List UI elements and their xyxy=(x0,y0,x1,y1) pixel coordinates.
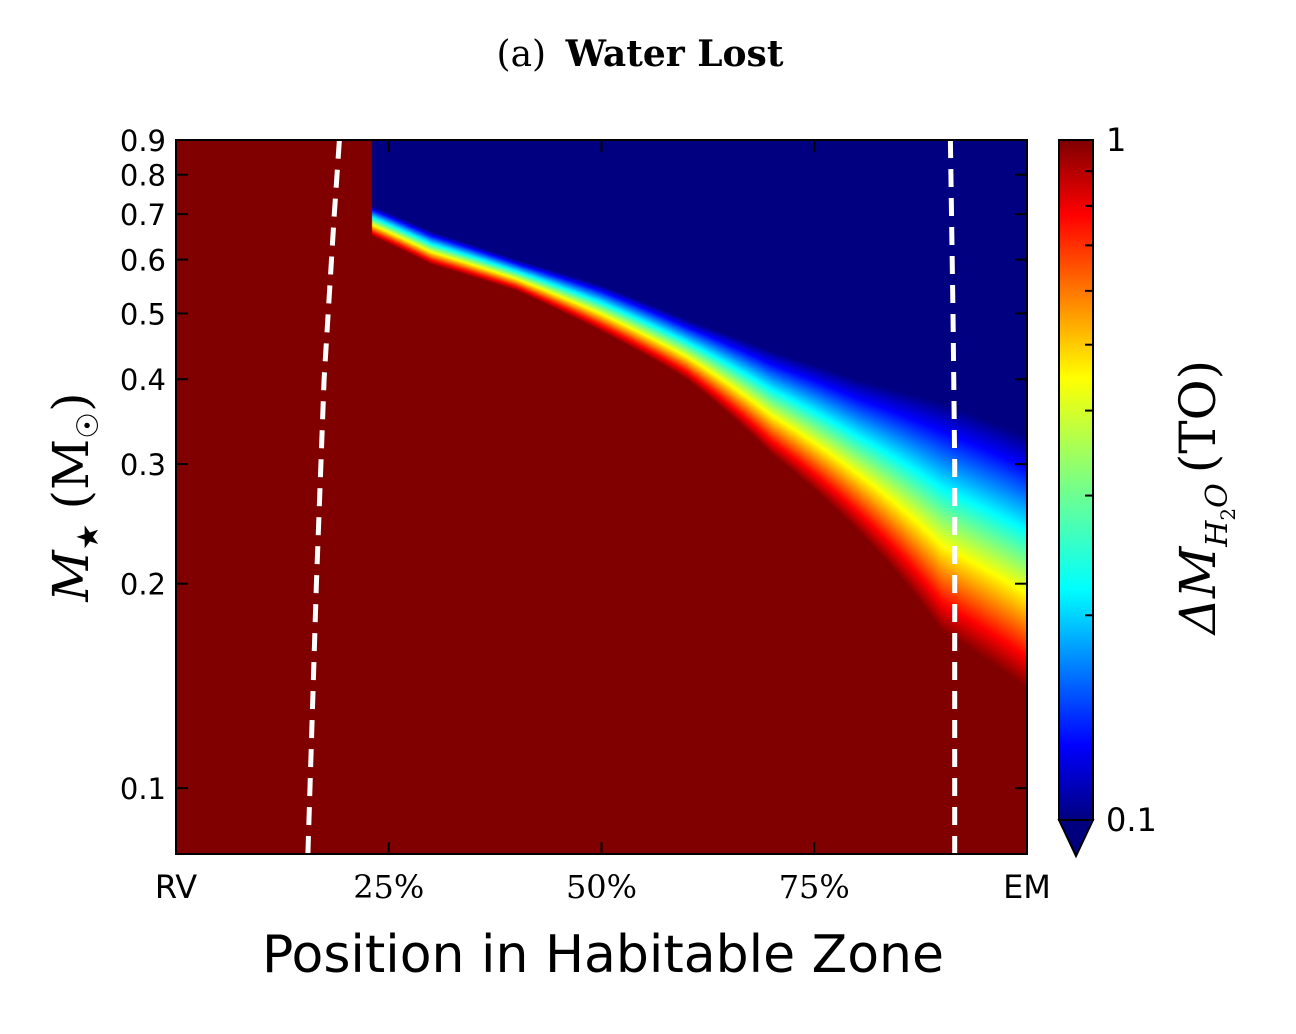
colorbar-label-sub-after: O xyxy=(1200,483,1235,508)
y-tick-label-0.5: 0.5 xyxy=(120,297,166,331)
chart-title: (a) Water Lost xyxy=(497,33,784,75)
y-tick-label-0.4: 0.4 xyxy=(120,363,166,397)
y-axis-ticks: 0.90.8 0.7 0.6 0.5 0.4 0.3 0.2 0.1 xyxy=(120,124,1027,806)
y-tick-label-0.3: 0.3 xyxy=(120,448,166,482)
contour-line-2 xyxy=(947,140,958,854)
y-axis-label-symbol: M xyxy=(42,549,100,603)
chart-title-prefix: (a) xyxy=(497,34,547,75)
x-tick-label-50pct: 50% xyxy=(566,868,637,906)
colorbar-label-subsub: 2 xyxy=(1216,508,1240,521)
colorbar-frame xyxy=(1058,139,1094,821)
colorbar: 1 0.1 xyxy=(1057,121,1157,859)
y-tick-label-0.6: 0.6 xyxy=(120,244,166,278)
colorbar-label-prefix: ΔM xyxy=(1169,545,1227,636)
y-axis-label-unit-sub: ☉ xyxy=(71,412,106,439)
colorbar-gradient xyxy=(1059,140,1093,820)
y-axis-label-unit: (M xyxy=(42,439,100,510)
y-tick-label-0.9: 0.9 xyxy=(120,124,166,158)
heatmap-image xyxy=(176,140,1027,854)
heatmap-plot: 0.90.8 0.7 0.6 0.5 0.4 0.3 0.2 0.1 RV 25% 50% 75% E… xyxy=(120,124,1051,906)
x-axis-label: Position in Habitable Zone xyxy=(262,925,944,985)
contour-line-1 xyxy=(305,140,342,854)
contour-lines xyxy=(305,140,958,854)
x-axis-ticks: RV 25% 50% 75% EM xyxy=(155,140,1051,906)
x-tick-label-75pct: 75% xyxy=(779,868,850,906)
y-axis-label: M★ (M☉) xyxy=(42,392,106,602)
colorbar-ticks xyxy=(1081,139,1093,821)
x-tick-label-25pct: 25% xyxy=(353,868,424,906)
y-tick-label-0.7: 0.7 xyxy=(120,198,166,232)
chart-title-main: Water Lost xyxy=(565,33,784,75)
colorbar-max-label: 1 xyxy=(1106,121,1126,159)
colorbar-min-label: 0.1 xyxy=(1106,801,1157,839)
y-axis-label-close: ) xyxy=(42,392,100,412)
x-tick-label-EM: EM xyxy=(1003,868,1051,906)
colorbar-label-sub: H xyxy=(1200,520,1235,548)
y-tick-label-0.2: 0.2 xyxy=(120,568,166,602)
colorbar-extend-triangle xyxy=(1057,819,1095,859)
colorbar-label-suffix: (TO) xyxy=(1169,360,1227,473)
y-tick-label-0.1: 0.1 xyxy=(120,772,166,806)
y-axis-label-sub: ★ xyxy=(71,524,106,551)
x-tick-label-RV: RV xyxy=(155,868,197,906)
y-tick-label-0.8: 0.8 xyxy=(120,159,166,193)
colorbar-label: ΔMH2O (TO) xyxy=(1169,360,1240,636)
